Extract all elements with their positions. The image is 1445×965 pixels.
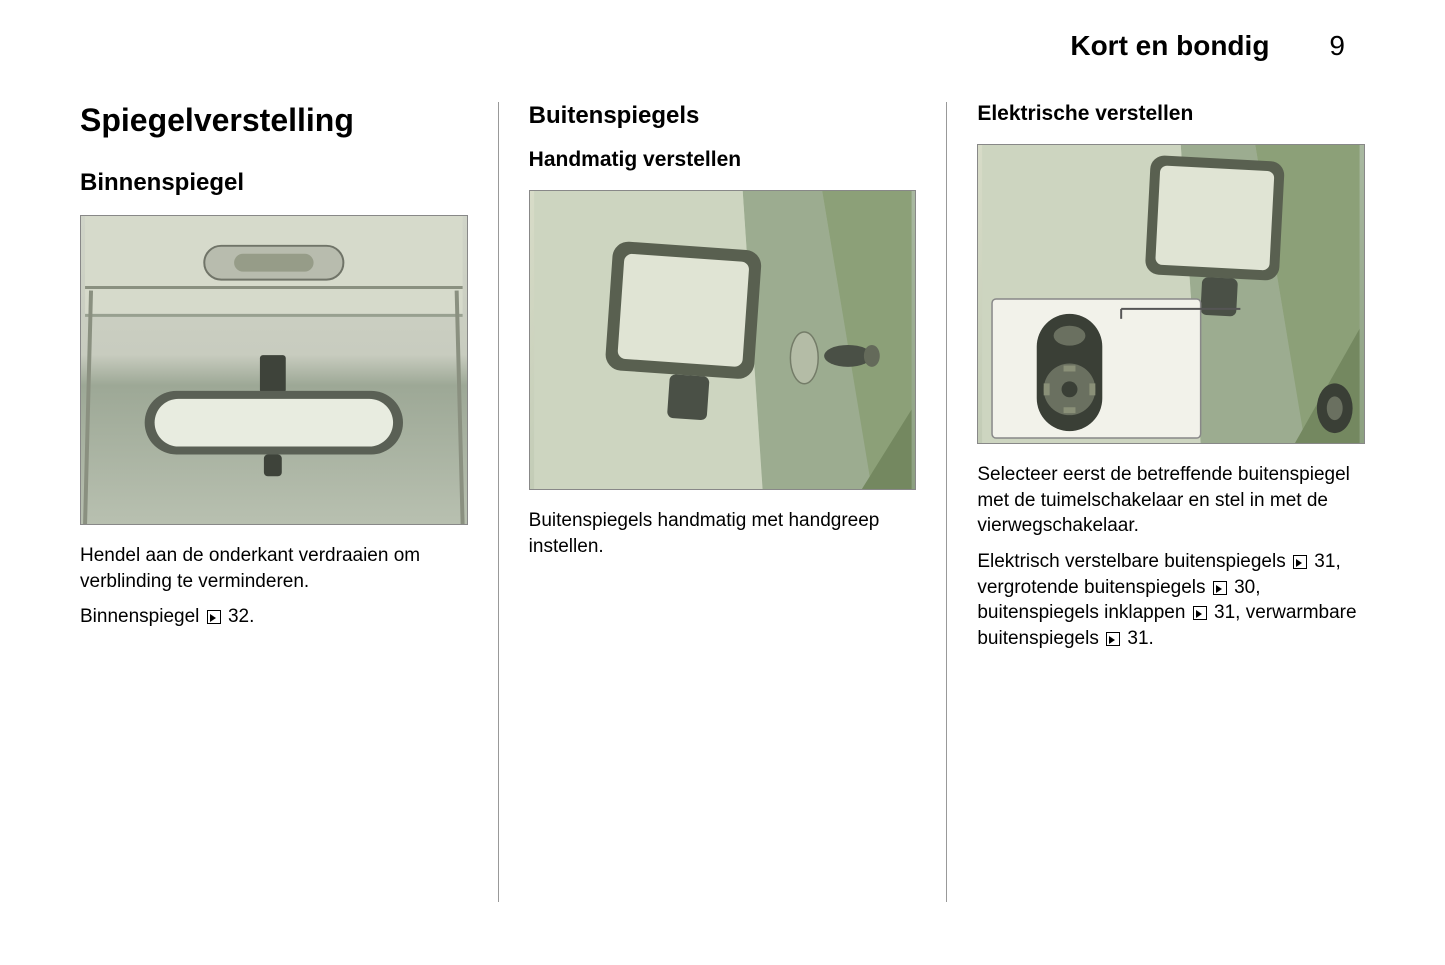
ref-page-4: 31. [1127, 628, 1153, 649]
page-header: Kort en bondig 9 [80, 30, 1365, 62]
reference-arrow-icon [1213, 581, 1227, 595]
ref-page: 32. [228, 606, 254, 627]
illustration-exterior-electric [977, 144, 1365, 444]
content-columns: Spiegelverstelling Binnenspiegel [80, 102, 1365, 902]
illustration-exterior-manual [529, 190, 917, 490]
exterior-mirror-manual-drawing [530, 191, 916, 489]
ref-page-3: 31 [1214, 602, 1235, 623]
reference-arrow-icon [1193, 606, 1207, 620]
page-number: 9 [1329, 30, 1345, 62]
ref-seg-1: Elektrisch verstelbare buitenspiegels [977, 551, 1291, 572]
heading-mirror-adjustment: Spiegelverstelling [80, 102, 468, 139]
section-title: Kort en bondig [1070, 30, 1269, 62]
illustration-interior-mirror [80, 215, 468, 525]
ref-prefix: Binnenspiegel [80, 606, 205, 627]
reference-arrow-icon [1293, 555, 1307, 569]
ref-page-1: 31 [1314, 551, 1335, 572]
ref-page-2: 30 [1234, 577, 1255, 598]
heading-exterior-mirrors: Buitenspiegels [529, 102, 917, 130]
column-3: Elektrische verstellen [947, 102, 1365, 902]
reference-arrow-icon [207, 610, 221, 624]
column-2: Buitenspiegels Handmatig verstellen [498, 102, 948, 902]
manual-page: Kort en bondig 9 Spiegelverstelling Binn… [0, 0, 1445, 965]
heading-interior-mirror: Binnenspiegel [80, 169, 468, 197]
text-electric-references: Elektrisch verstelbare buitenspiegels 31… [977, 549, 1365, 652]
text-electric-instruction: Selecteer eerst de betreffende buitenspi… [977, 462, 1365, 539]
text-lever-instruction: Hendel aan de onderkant verdraaien om ve… [80, 543, 468, 594]
heading-manual-adjust: Handmatig verstellen [529, 148, 917, 172]
exterior-mirror-electric-drawing [978, 145, 1364, 443]
heading-electric-adjust: Elektrische verstellen [977, 102, 1365, 126]
text-manual-instruction: Buitenspiegels handmatig met handgreep i… [529, 508, 917, 559]
reference-arrow-icon [1106, 632, 1120, 646]
column-1: Spiegelverstelling Binnenspiegel [80, 102, 498, 902]
text-interior-mirror-ref: Binnenspiegel 32. [80, 604, 468, 630]
interior-mirror-drawing [81, 216, 467, 524]
